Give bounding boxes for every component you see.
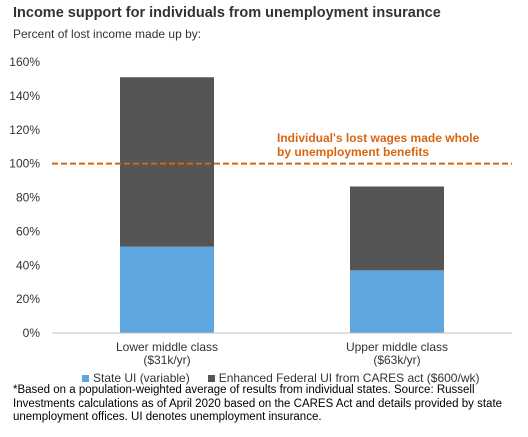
chart-legend: State UI (variable) Enhanced Federal UI … <box>82 371 479 385</box>
legend-swatch-federal <box>207 374 215 382</box>
bar-federal-ui <box>120 77 214 247</box>
bar-state-ui <box>120 246 214 333</box>
x-category-label: Lower middle class <box>116 340 218 354</box>
legend-item-federal: Enhanced Federal UI from CARES act ($600… <box>207 371 480 385</box>
y-tick-label: 140% <box>9 89 40 103</box>
y-tick-label: 0% <box>23 326 41 340</box>
y-tick-label: 20% <box>16 292 40 306</box>
x-category-label: ($31k/yr) <box>143 353 190 367</box>
bar-federal-ui <box>350 186 444 271</box>
legend-label-federal: Enhanced Federal UI from CARES act ($600… <box>218 371 480 385</box>
y-tick-label: 120% <box>9 123 40 137</box>
legend-swatch-state <box>82 374 89 382</box>
bar-state-ui <box>350 270 444 333</box>
legend-item-state: State UI (variable) <box>82 371 190 385</box>
y-tick-label: 100% <box>9 157 40 171</box>
y-tick-label: 80% <box>16 191 40 205</box>
legend-label-state: State UI (variable) <box>93 371 190 385</box>
x-category-label: Upper middle class <box>346 340 448 354</box>
chart-title: Income support for individuals from unem… <box>13 5 441 21</box>
chart-subtitle: Percent of lost income made up by: <box>13 27 202 41</box>
y-tick-label: 160% <box>9 55 40 69</box>
reference-annotation: by unemployment benefits <box>277 145 429 159</box>
y-tick-label: 40% <box>16 258 40 272</box>
reference-annotation: Individual's lost wages made whole <box>277 131 480 145</box>
footnote: *Based on a population-weighted average … <box>13 384 503 423</box>
y-tick-label: 60% <box>16 224 40 238</box>
x-category-label: ($63k/yr) <box>373 353 420 367</box>
